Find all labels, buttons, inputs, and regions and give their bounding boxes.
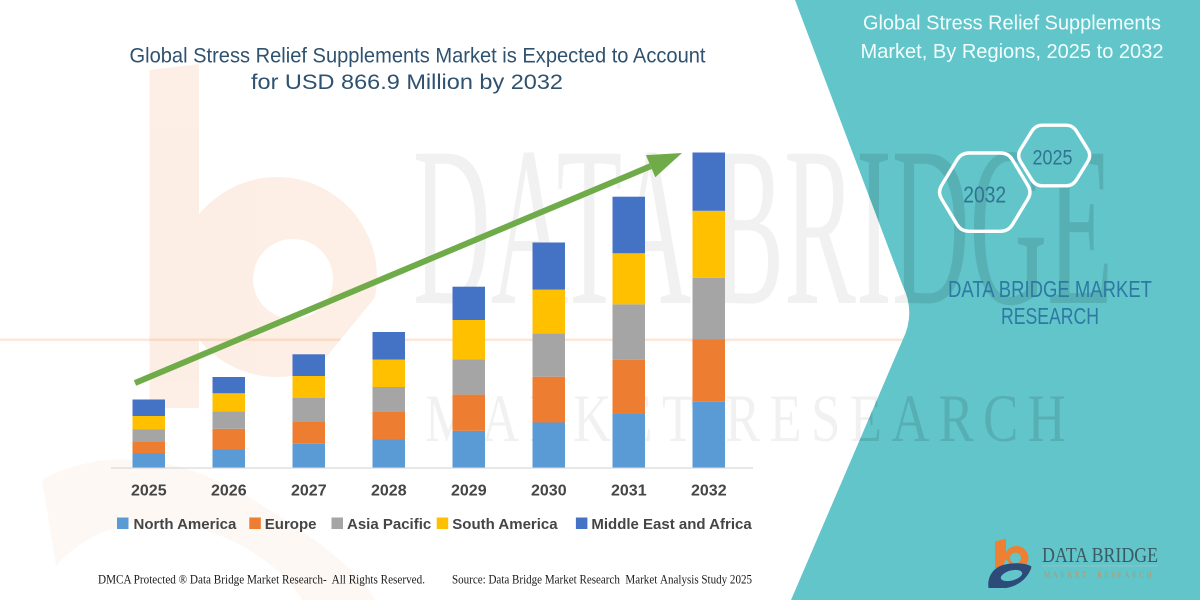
svg-text:DATA BRIDGE: DATA BRIDGE [1042,543,1158,567]
svg-text:Europe: Europe [265,516,317,533]
svg-text:2029: 2029 [451,483,487,500]
svg-text:for USD 866.9 Million by 2032: for USD 866.9 Million by 2032 [251,70,563,94]
svg-text:Source: Data Bridge Market Res: Source: Data Bridge Market Research Mark… [452,573,752,587]
svg-text:Global Stress Relief Supplemen: Global Stress Relief Supplements Market … [130,44,706,68]
svg-text:North America: North America [134,516,237,533]
svg-text:2026: 2026 [211,483,247,500]
svg-text:2031: 2031 [611,483,647,500]
svg-text:2030: 2030 [531,483,567,500]
svg-text:South America: South America [452,516,558,533]
svg-text:DATA BRIDGE MARKET: DATA BRIDGE MARKET [948,276,1152,302]
svg-text:DATA BRIDGE: DATA BRIDGE [413,101,1113,353]
svg-text:MARKET RESEARCH: MARKET RESEARCH [425,380,1075,456]
svg-text:Market, By Regions, 2025 to 20: Market, By Regions, 2025 to 2032 [861,40,1164,63]
svg-text:DMCA Protected ® Data Bridge M: DMCA Protected ® Data Bridge Market Rese… [98,573,425,587]
svg-text:2025: 2025 [131,483,167,500]
svg-text:2027: 2027 [291,483,327,500]
svg-text:2028: 2028 [371,483,407,500]
svg-text:Global Stress Relief Supplemen: Global Stress Relief Supplements [863,12,1161,35]
svg-text:2032: 2032 [963,182,1006,208]
svg-text:2032: 2032 [691,483,727,500]
svg-text:Middle East and Africa: Middle East and Africa [591,516,752,533]
svg-text:Asia Pacific: Asia Pacific [347,516,431,533]
svg-text:RESEARCH: RESEARCH [1001,303,1099,329]
svg-text:MARKET RESEARCH: MARKET RESEARCH [1044,570,1154,580]
svg-text:2025: 2025 [1033,146,1073,170]
